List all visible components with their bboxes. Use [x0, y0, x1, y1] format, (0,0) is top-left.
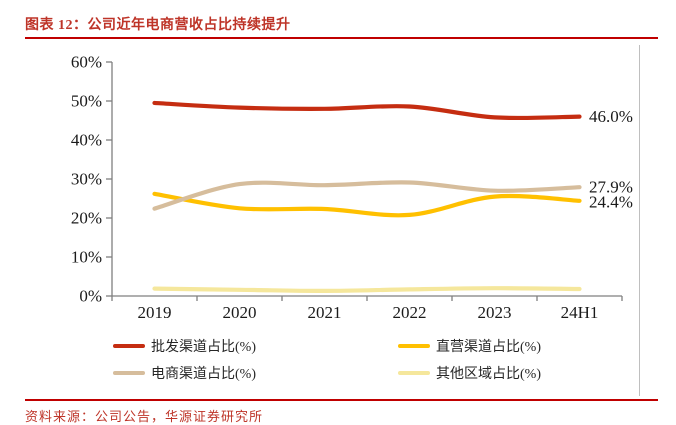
- legend-item-other: 其他区域占比(%): [398, 364, 541, 382]
- series-end-label: 24.4%: [589, 193, 633, 212]
- legend-item-wholesale: 批发渠道占比(%): [113, 337, 256, 355]
- legend-label: 电商渠道占比(%): [151, 367, 256, 382]
- legend-item-direct: 直营渠道占比(%): [398, 337, 541, 355]
- legend-swatch-wholesale: [113, 344, 145, 348]
- legend-swatch-other: [398, 371, 430, 375]
- x-axis-label: 2023: [478, 303, 512, 322]
- legend-item-ecommerce: 电商渠道占比(%): [113, 364, 256, 382]
- series-line-2: [152, 180, 582, 211]
- legend-swatch-direct: [398, 344, 430, 348]
- page-column-divider: [639, 45, 640, 396]
- x-axis-label: 2020: [223, 303, 257, 322]
- y-axis-label: 40%: [71, 131, 102, 150]
- x-axis-label: 2021: [308, 303, 342, 322]
- chart-legend: 批发渠道占比(%) 直营渠道占比(%) 电商渠道占比(%) 其他区域占比(%): [0, 337, 676, 393]
- x-axis-label: 2022: [393, 303, 427, 322]
- series-end-label: 46.0%: [589, 107, 633, 126]
- source-note: 资料来源：公司公告，华源证券研究所: [25, 409, 264, 424]
- footer-rule: [25, 399, 658, 401]
- y-axis-label: 0%: [79, 287, 102, 306]
- x-axis-label: 24H1: [561, 303, 599, 322]
- series-line-1: [152, 191, 582, 218]
- series-line-3: [152, 286, 582, 294]
- legend-label: 其他区域占比(%): [436, 367, 541, 382]
- series-end-label: 27.9%: [589, 178, 633, 197]
- y-axis-label: 20%: [71, 209, 102, 228]
- title-underline: [25, 37, 658, 39]
- series-line-0: [152, 100, 582, 121]
- legend-swatch-ecommerce: [113, 371, 145, 375]
- y-axis-label: 50%: [71, 92, 102, 111]
- y-axis-label: 10%: [71, 248, 102, 267]
- legend-label: 直营渠道占比(%): [436, 340, 541, 355]
- y-axis-label: 30%: [71, 170, 102, 189]
- legend-label: 批发渠道占比(%): [151, 340, 256, 355]
- x-axis-label: 2019: [138, 303, 172, 322]
- y-axis-label: 60%: [71, 53, 102, 72]
- figure-title: 图表 12：公司近年电商营收占比持续提升: [25, 18, 291, 33]
